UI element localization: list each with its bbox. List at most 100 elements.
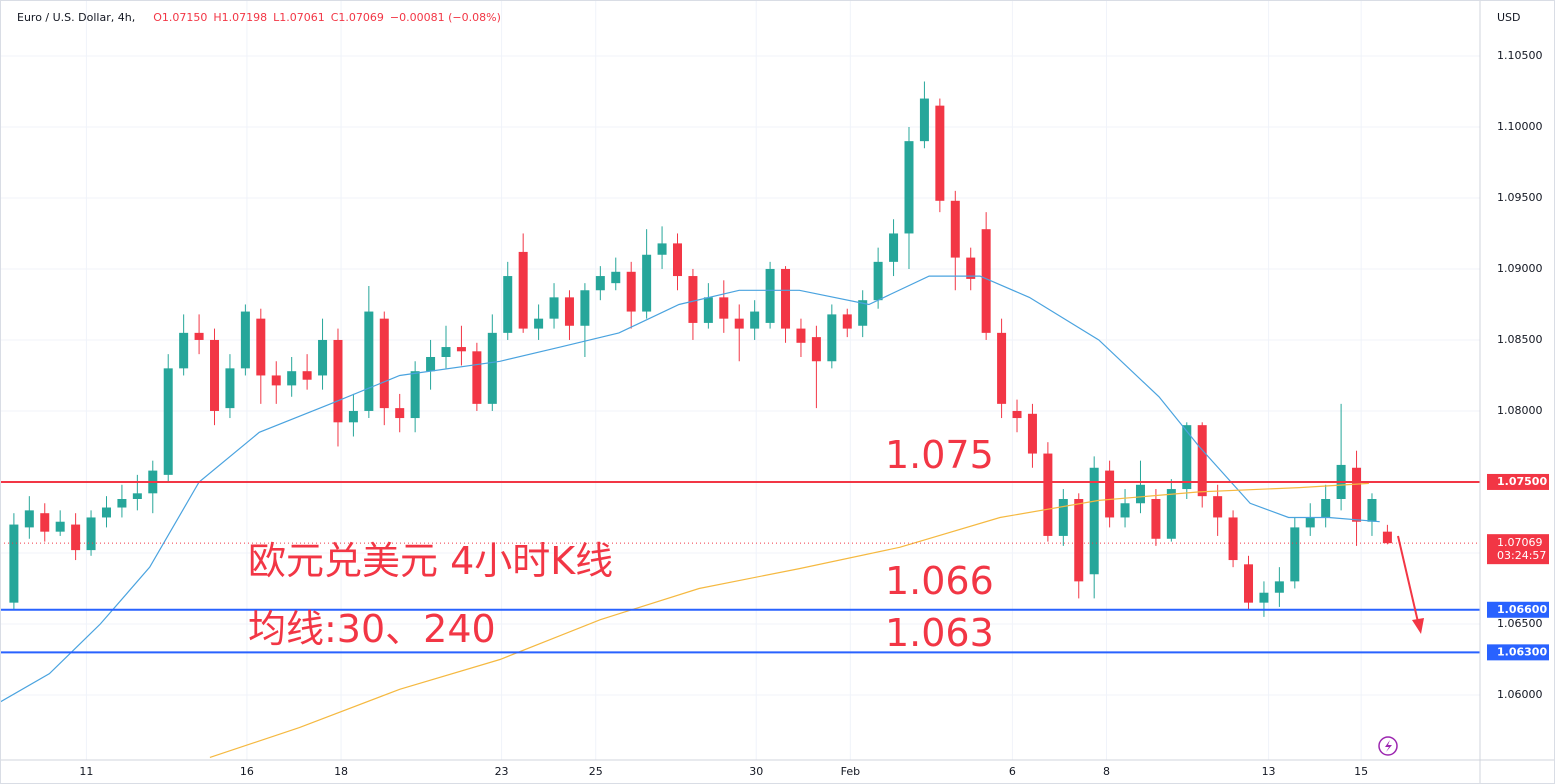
candle-body (55, 521, 65, 532)
lightning-icon[interactable] (1378, 736, 1398, 756)
candle-body (472, 351, 482, 404)
ohlc: C1.07069 (331, 11, 384, 24)
change: −0.00081 (−0.08%) (390, 11, 501, 24)
candle-body (827, 314, 837, 362)
candle-body (271, 375, 281, 386)
candle-body (441, 347, 451, 357)
candle-body (1182, 425, 1192, 490)
candle-body (256, 318, 266, 376)
candle-body (811, 337, 821, 362)
candle-body (410, 371, 420, 419)
candle-body (981, 229, 991, 333)
last-price-label: 1.07069 (1497, 536, 1543, 549)
price-label-box (1487, 473, 1549, 490)
candle-body (1105, 470, 1115, 518)
candle-body (997, 332, 1007, 404)
candle-body (1058, 498, 1068, 536)
candle-body (1244, 564, 1254, 603)
annotation: 1.075 (885, 433, 994, 477)
candle-body (1213, 496, 1223, 518)
candle-body (781, 268, 791, 329)
header: Euro / U.S. Dollar, 4h, O1.07150 H1.07198 L… (17, 11, 501, 24)
arrow (1397, 535, 1424, 634)
moving-average (209, 482, 1369, 758)
candle-body (580, 290, 590, 326)
price-label-box (1487, 601, 1549, 618)
candle-body (1027, 413, 1037, 454)
candle-body (1321, 498, 1331, 518)
candle-body (1089, 467, 1099, 575)
candle-body (1352, 467, 1362, 522)
candle-body (333, 339, 343, 423)
candle-body (719, 297, 729, 319)
candle-body (503, 276, 513, 333)
candle-body (1274, 581, 1284, 593)
candle-body (1228, 517, 1238, 561)
annotation: 1.063 (885, 611, 994, 655)
candle-body (672, 243, 682, 277)
price-label: 1.06300 (1497, 645, 1547, 658)
candle-body (348, 410, 358, 423)
price-label-box (1487, 644, 1549, 661)
y-tick-label: 1.09500 (1497, 191, 1543, 204)
candle-body (86, 517, 96, 551)
candle-body (1382, 531, 1392, 544)
last-price-box (1487, 534, 1549, 565)
ohlc: L1.07061 (273, 11, 325, 24)
y-tick-label: 1.08500 (1497, 333, 1543, 346)
candle-body (1290, 527, 1300, 582)
candle-body (750, 311, 760, 329)
x-tick-label: 25 (589, 765, 603, 778)
x-tick-label: 11 (79, 765, 93, 778)
candle-body (318, 339, 328, 376)
currency: USD (1497, 11, 1521, 24)
plot (0, 0, 1480, 760)
ohlc: O1.07150 (153, 11, 207, 24)
x-tick-label: 30 (749, 765, 763, 778)
candle-body (1367, 498, 1377, 522)
candle-body (1197, 425, 1207, 497)
annotation: 1.066 (885, 559, 994, 603)
candle-body (935, 105, 945, 201)
candle-body (24, 510, 34, 528)
x-tick-label: 23 (495, 765, 509, 778)
candle-body (734, 318, 744, 329)
candle-body (796, 328, 806, 343)
candle-body (426, 356, 436, 372)
candle-body (194, 332, 204, 340)
x-tick-label: 16 (240, 765, 254, 778)
candle-body (101, 507, 111, 518)
candle-body (889, 233, 899, 262)
candle-body (395, 408, 405, 419)
candle-body (163, 368, 173, 475)
candle-body (1135, 484, 1145, 504)
candle-body (966, 257, 976, 279)
candle-body (534, 318, 544, 329)
candle-body (210, 339, 220, 411)
candle-body (1074, 498, 1084, 582)
candle-body (1043, 453, 1053, 536)
candle-body (71, 524, 81, 551)
candle-body (9, 524, 19, 603)
y-tick-label: 1.08000 (1497, 404, 1543, 417)
candle-body (858, 300, 868, 326)
candle-body (302, 371, 312, 380)
annotation: 欧元兑美元 4小时K线 (248, 539, 613, 583)
annotation: 均线:30、240 (248, 607, 496, 651)
y-tick-label: 1.06000 (1497, 688, 1543, 701)
y-tick-label: 1.09000 (1497, 262, 1543, 275)
candle-body (611, 271, 621, 284)
candle-body (40, 513, 50, 532)
x-tick-label: 18 (334, 765, 348, 778)
candle-body (703, 297, 713, 323)
ohlc: H1.07198 (213, 11, 267, 24)
candle-body (117, 498, 127, 508)
candle-body (487, 332, 497, 404)
candle-body (1259, 592, 1269, 603)
candle-body (1012, 410, 1022, 419)
candle-body (549, 297, 559, 319)
candle-body (904, 141, 914, 234)
candle-body (1166, 489, 1176, 539)
candle-body (379, 318, 389, 409)
